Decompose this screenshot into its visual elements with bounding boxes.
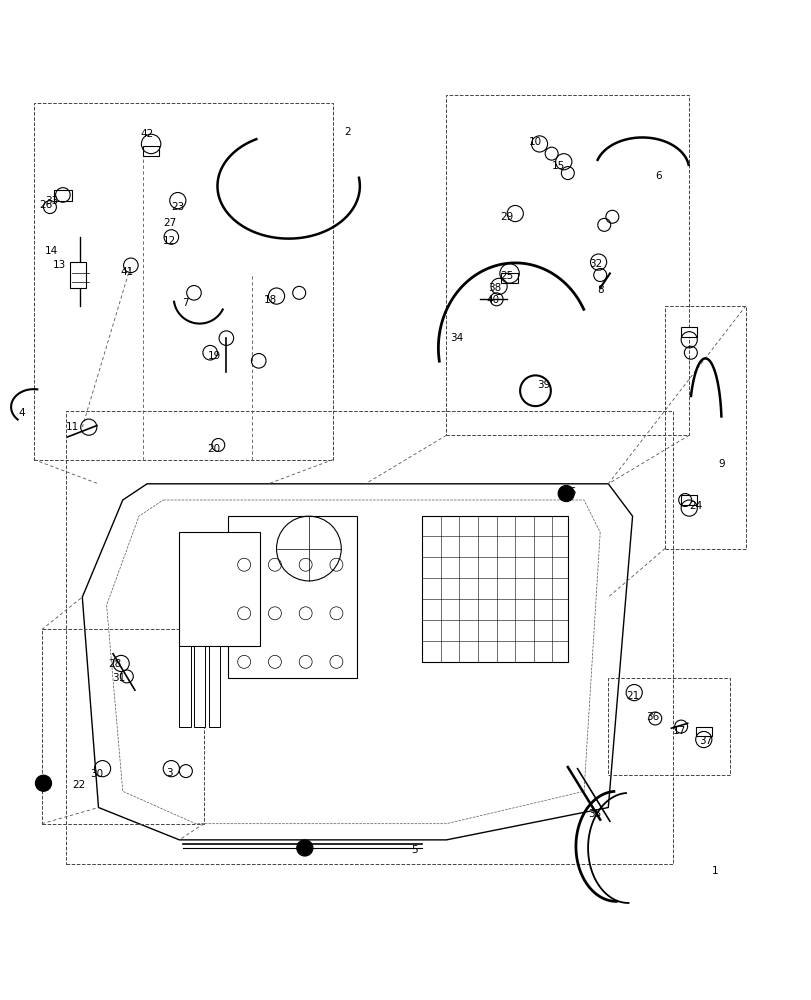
Bar xyxy=(422,516,567,662)
Bar xyxy=(695,727,711,736)
Text: 20: 20 xyxy=(208,444,221,454)
Text: 34: 34 xyxy=(450,333,463,343)
Bar xyxy=(179,646,191,727)
Text: 16: 16 xyxy=(563,487,576,497)
Bar xyxy=(70,262,86,288)
Text: 15: 15 xyxy=(551,161,564,171)
Text: 37: 37 xyxy=(698,736,711,746)
Bar xyxy=(607,678,729,775)
Text: 29: 29 xyxy=(500,212,513,222)
Circle shape xyxy=(296,840,312,856)
Text: 18: 18 xyxy=(264,295,277,305)
Circle shape xyxy=(36,775,51,791)
Bar xyxy=(680,327,697,337)
Text: 30: 30 xyxy=(90,769,103,779)
Text: 7: 7 xyxy=(182,298,189,308)
Text: 22: 22 xyxy=(72,780,86,790)
Text: 33: 33 xyxy=(45,196,58,206)
Text: 13: 13 xyxy=(53,260,67,270)
Text: 40: 40 xyxy=(487,295,500,305)
Text: 36: 36 xyxy=(646,712,659,722)
Text: 21: 21 xyxy=(625,691,638,701)
Text: 39: 39 xyxy=(536,380,550,390)
Bar xyxy=(501,273,517,283)
Text: 26: 26 xyxy=(39,200,53,210)
Bar xyxy=(143,146,159,156)
Text: 1: 1 xyxy=(711,866,718,876)
Text: 42: 42 xyxy=(140,129,153,139)
Text: 8: 8 xyxy=(596,285,603,295)
Text: 19: 19 xyxy=(208,351,221,361)
Bar xyxy=(208,646,220,727)
Text: 10: 10 xyxy=(528,137,542,147)
Text: 14: 14 xyxy=(45,246,58,256)
Bar xyxy=(54,190,71,201)
Text: 27: 27 xyxy=(163,218,176,228)
Bar xyxy=(66,411,672,864)
Text: 31: 31 xyxy=(112,673,125,683)
Text: 2: 2 xyxy=(344,127,350,137)
Text: 24: 24 xyxy=(689,501,702,511)
Bar xyxy=(34,103,333,460)
Text: 23: 23 xyxy=(171,202,184,212)
Text: 28: 28 xyxy=(108,659,121,669)
Bar xyxy=(194,646,205,727)
Text: 5: 5 xyxy=(410,845,417,855)
Bar xyxy=(228,516,357,678)
Bar xyxy=(446,95,689,435)
Bar xyxy=(680,495,697,505)
Text: 12: 12 xyxy=(163,236,176,246)
Text: 25: 25 xyxy=(500,271,513,281)
Text: 35: 35 xyxy=(587,809,600,819)
Text: 4: 4 xyxy=(19,408,25,418)
Text: 3: 3 xyxy=(166,768,173,778)
Text: 38: 38 xyxy=(487,283,501,293)
Bar xyxy=(179,532,260,646)
Bar xyxy=(42,629,204,824)
Text: 6: 6 xyxy=(654,171,661,181)
Text: 41: 41 xyxy=(120,267,133,277)
Text: 11: 11 xyxy=(66,422,79,432)
Text: 9: 9 xyxy=(718,459,724,469)
Text: 17: 17 xyxy=(672,726,685,736)
Text: 32: 32 xyxy=(589,259,602,269)
Circle shape xyxy=(557,485,573,502)
Bar xyxy=(664,306,745,549)
